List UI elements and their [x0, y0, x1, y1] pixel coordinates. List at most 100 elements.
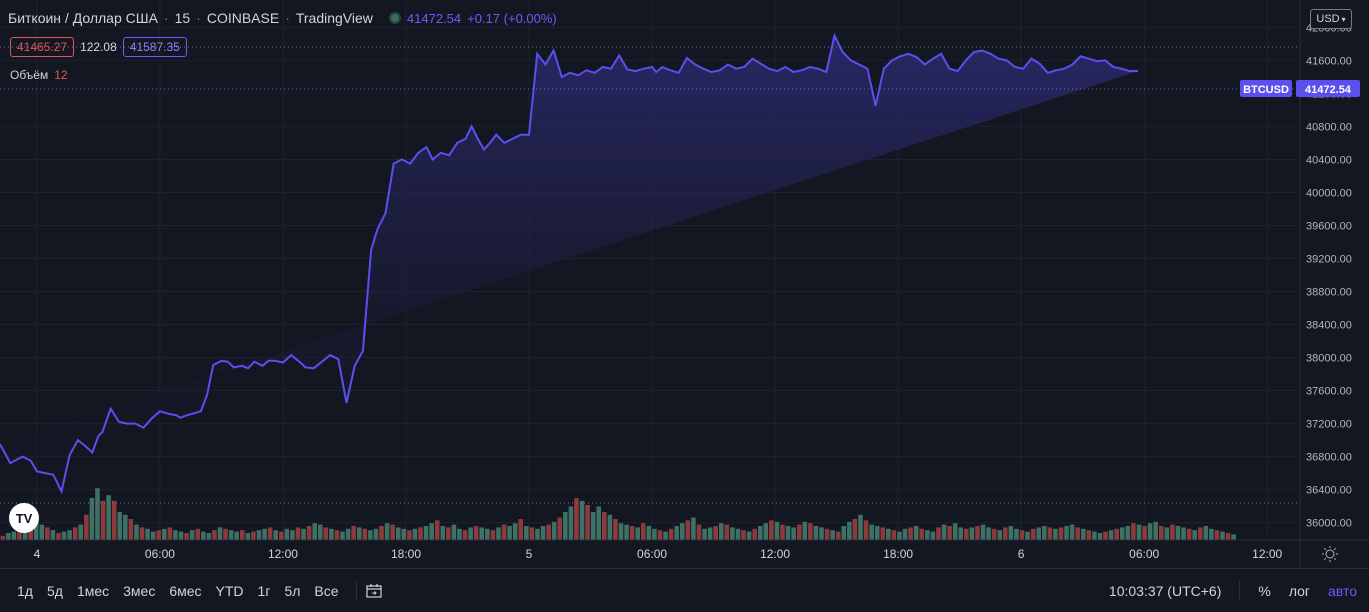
price-line	[0, 32, 1139, 495]
volume-bar	[1225, 533, 1231, 540]
volume-bar	[50, 530, 56, 540]
volume-bar	[679, 523, 685, 540]
volume-bar	[1131, 523, 1136, 540]
volume-bar	[1036, 527, 1042, 540]
volume-bar	[1231, 534, 1236, 540]
bottom-toolbar: 1д 5д 1мес 3мес 6мес YTD 1г 5л Все 10:03…	[0, 568, 1369, 612]
volume-bar	[808, 523, 813, 540]
range-5y[interactable]: 5л	[284, 582, 301, 599]
volume-bar	[89, 498, 95, 540]
volume-bar	[663, 531, 668, 540]
price-axis[interactable]: 36000.00 36400.00 36800.00 37200.00 37600.00…	[1306, 22, 1352, 529]
percent-toggle[interactable]: %	[1258, 582, 1271, 599]
volume-bar	[869, 524, 874, 540]
volume-bar	[535, 528, 540, 540]
volume-bar	[11, 531, 17, 540]
range-5d[interactable]: 5д	[46, 582, 63, 599]
volume-bar	[33, 520, 39, 540]
volume-bar	[373, 528, 379, 540]
clock-display[interactable]: 10:03:37 (UTC+6)	[1108, 582, 1222, 599]
volume-bar	[368, 530, 373, 540]
symbol-provider: TradingView	[295, 10, 373, 26]
volume-bar	[1108, 530, 1114, 540]
volume-bar	[317, 524, 323, 540]
volume-bar	[902, 528, 908, 540]
volume-bar	[941, 524, 947, 540]
volume-bar	[239, 530, 245, 540]
volume-bar	[769, 520, 774, 540]
bid-chip[interactable]: 41465.27	[10, 37, 75, 57]
sun-icon[interactable]	[1322, 546, 1338, 562]
volume-bar	[791, 527, 796, 540]
volume-bar	[1014, 528, 1019, 540]
range-selector: 1д 5д 1мес 3мес 6мес YTD 1г 5л Все	[10, 583, 346, 599]
volume-bar	[440, 526, 446, 540]
volume-bar	[796, 524, 802, 540]
time-axis[interactable]: 4 06:00 12:00 18:00 5 06:00 12:00 18:00 6 06:00 12…	[34, 546, 1338, 562]
range-1d[interactable]: 1д	[17, 582, 33, 599]
volume-bar	[696, 524, 702, 540]
volume-bar	[763, 523, 769, 540]
volume-bar	[28, 523, 33, 540]
volume-bar	[819, 527, 824, 540]
volume-legend[interactable]: Объём 12	[10, 68, 68, 82]
market-status-icon[interactable]	[388, 12, 401, 24]
volume-bar	[830, 530, 835, 540]
volume-bar	[145, 528, 150, 540]
volume-bar	[969, 527, 975, 540]
range-ytd[interactable]: YTD	[215, 582, 244, 599]
auto-toggle[interactable]: авто	[1328, 582, 1357, 599]
volume-bar	[813, 526, 819, 540]
volume-bar	[451, 524, 457, 540]
volume-bar	[1086, 530, 1092, 540]
calendar-icon[interactable]	[365, 583, 383, 599]
volume-bar	[351, 526, 356, 540]
currency-select[interactable]: USD ▾	[1310, 9, 1352, 29]
volume-bar	[1136, 524, 1142, 540]
volume-bar	[835, 531, 841, 540]
range-3m[interactable]: 3мес	[123, 582, 156, 599]
volume-bar	[395, 527, 401, 540]
price-change: +0.17 (+0.00%)	[467, 10, 557, 26]
volume-bar	[201, 531, 206, 540]
volume-bar	[718, 523, 724, 540]
volume-bar	[529, 527, 535, 540]
symbol-legend[interactable]: Биткоин / Доллар США · 15 · COINBASE · T…	[8, 10, 557, 26]
volume-bar	[858, 514, 863, 540]
range-1m[interactable]: 1мес	[76, 582, 110, 599]
volume-bar	[1125, 526, 1131, 540]
y-tick-label: 41600.00	[1306, 55, 1352, 67]
ask-chip[interactable]: 41587.35	[122, 37, 187, 57]
volume-bar	[551, 521, 557, 540]
volume-bar	[228, 530, 234, 540]
volume-bar	[668, 528, 674, 540]
log-toggle[interactable]: лог	[1288, 582, 1311, 599]
volume-bar	[501, 524, 507, 540]
volume-bar	[524, 526, 529, 540]
volume-bar	[217, 527, 223, 540]
volume-bar	[45, 527, 50, 540]
volume-bar	[462, 530, 468, 540]
x-tick-label: 06:00	[145, 547, 175, 561]
y-tick-label: 40800.00	[1306, 121, 1352, 133]
volume-bar	[1214, 530, 1220, 540]
range-1y[interactable]: 1г	[257, 582, 271, 599]
y-tick-label: 36000.00	[1306, 518, 1352, 530]
volume-bar	[22, 526, 28, 540]
y-tick-label: 37200.00	[1306, 419, 1352, 431]
volume-bar	[652, 528, 657, 540]
volume-bar	[997, 530, 1003, 540]
volume-bar	[284, 528, 290, 540]
range-6m[interactable]: 6мес	[169, 582, 202, 599]
volume-bar	[1030, 528, 1036, 540]
volume-bar	[150, 531, 156, 540]
range-all[interactable]: Все	[314, 582, 339, 599]
volume-bar	[189, 530, 195, 540]
volume-bar	[301, 528, 306, 540]
volume-bar	[629, 526, 635, 540]
symbol-exchange: COINBASE	[206, 10, 280, 26]
volume-bar	[234, 531, 239, 540]
volume-bar	[563, 512, 568, 540]
tradingview-logo[interactable]: TV	[9, 503, 39, 533]
